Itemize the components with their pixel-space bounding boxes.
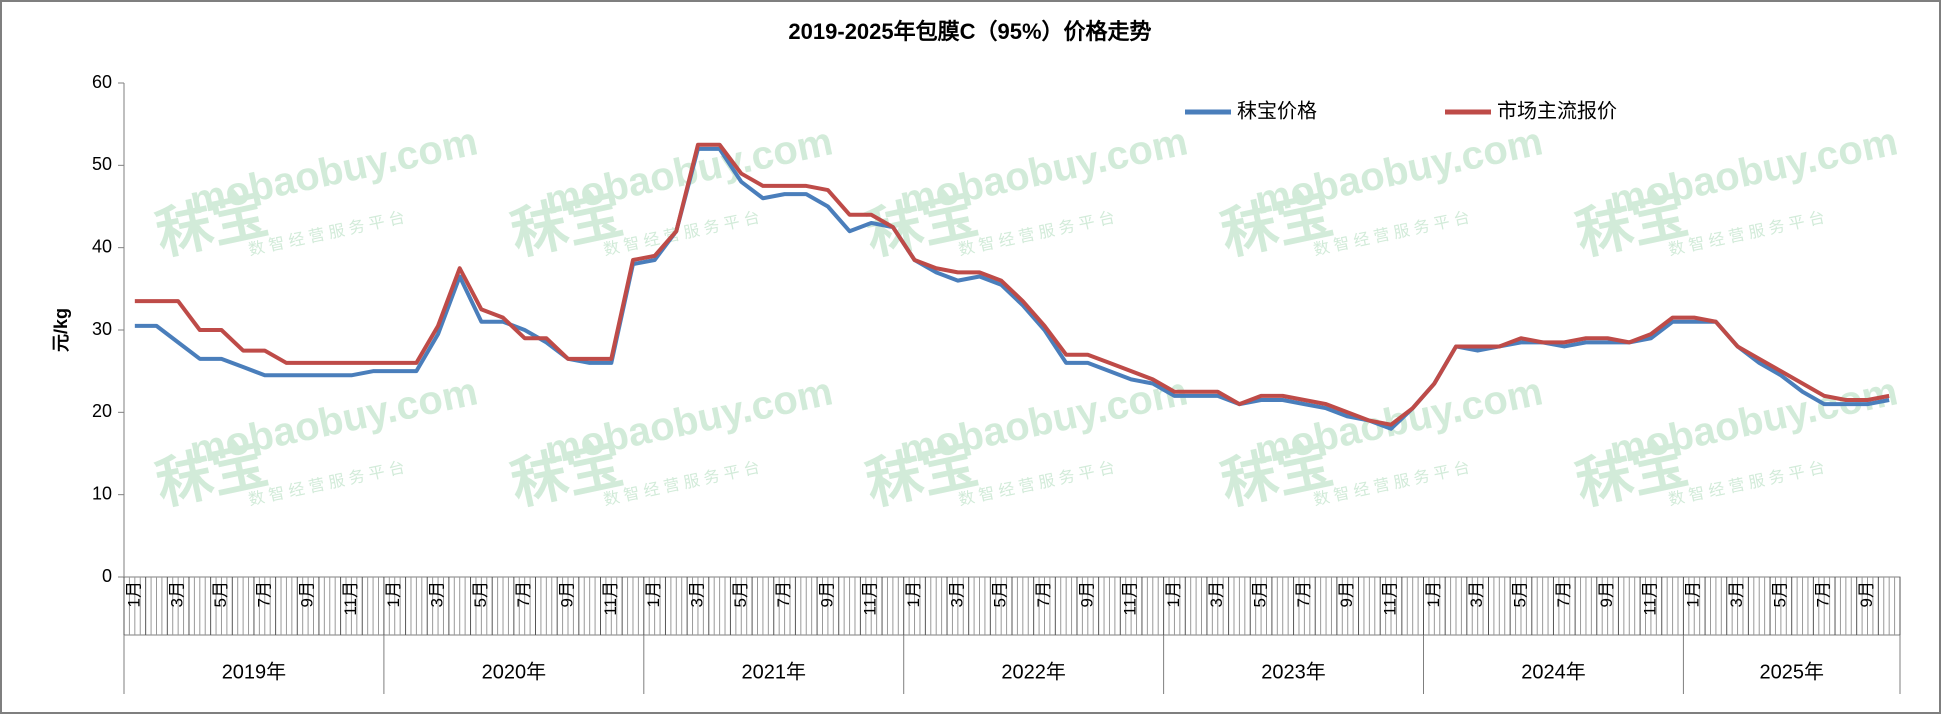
legend-label: 秣宝价格 (1237, 99, 1317, 122)
x-tick-label: 5月 (1251, 581, 1270, 607)
x-tick-label: 7月 (1814, 581, 1833, 607)
x-tick-label: 9月 (298, 581, 317, 607)
x-tick-label: 3月 (687, 581, 706, 607)
x-tick-label: 9月 (1857, 581, 1876, 607)
x-tick-label: 9月 (817, 581, 836, 607)
x-tick-label: 5月 (991, 581, 1010, 607)
x-tick-label: 1月 (1164, 581, 1183, 607)
x-tick-label: 1月 (904, 581, 923, 607)
series-line (134, 142, 1890, 427)
y-tick-label: 40 (92, 236, 112, 256)
y-tick-label: 50 (92, 154, 112, 174)
x-tick-label: 5月 (211, 581, 230, 607)
x-group-label: 2022年 (1001, 660, 1066, 683)
y-tick-label: 30 (92, 319, 112, 339)
x-tick-label: 7月 (1554, 581, 1573, 607)
series-line (134, 146, 1890, 431)
x-tick-label: 5月 (731, 581, 750, 607)
x-group-label: 2023年 (1261, 660, 1326, 683)
x-tick-label: 5月 (1510, 581, 1529, 607)
legend-label: 市场主流报价 (1497, 99, 1617, 122)
y-tick-label: 10 (92, 483, 112, 503)
x-tick-label: 11月 (1640, 581, 1659, 616)
x-tick-label: 1月 (644, 581, 663, 607)
x-tick-label: 11月 (861, 581, 880, 616)
x-tick-label: 3月 (428, 581, 447, 607)
x-tick-label: 7月 (1034, 581, 1053, 607)
x-tick-label: 7月 (774, 581, 793, 607)
x-tick-label: 7月 (254, 581, 273, 607)
x-tick-label: 1月 (1684, 581, 1703, 607)
x-tick-label: 3月 (168, 581, 187, 607)
x-tick-label: 7月 (514, 581, 533, 607)
x-tick-label: 1月 (384, 581, 403, 607)
x-tick-label: 9月 (1077, 581, 1096, 607)
x-tick-label: 3月 (947, 581, 966, 607)
x-tick-label: 1月 (124, 581, 143, 607)
x-tick-label: 3月 (1467, 581, 1486, 607)
x-group-label: 2019年 (222, 660, 287, 683)
x-tick-label: 5月 (1770, 581, 1789, 607)
x-group-label: 2025年 (1759, 660, 1824, 683)
x-tick-label: 11月 (1121, 581, 1140, 616)
x-tick-label: 9月 (1337, 581, 1356, 607)
y-tick-label: 0 (102, 566, 112, 586)
x-tick-label: 11月 (1381, 581, 1400, 616)
x-tick-label: 5月 (471, 581, 490, 607)
y-tick-label: 20 (92, 401, 112, 421)
x-tick-label: 11月 (341, 581, 360, 616)
x-tick-label: 7月 (1294, 581, 1313, 607)
x-tick-label: 9月 (557, 581, 576, 607)
x-group-label: 2020年 (482, 660, 547, 683)
x-tick-label: 3月 (1207, 581, 1226, 607)
x-tick-label: 11月 (601, 581, 620, 616)
x-group-label: 2024年 (1521, 660, 1586, 683)
chart-title: 2019-2025年包膜C（95%）价格走势 (788, 19, 1151, 44)
x-tick-label: 1月 (1424, 581, 1443, 607)
x-group-label: 2021年 (742, 660, 807, 683)
y-axis-label: 元/kg (51, 308, 71, 352)
x-tick-label: 3月 (1727, 581, 1746, 607)
y-tick-label: 60 (92, 72, 112, 92)
x-tick-label: 9月 (1597, 581, 1616, 607)
